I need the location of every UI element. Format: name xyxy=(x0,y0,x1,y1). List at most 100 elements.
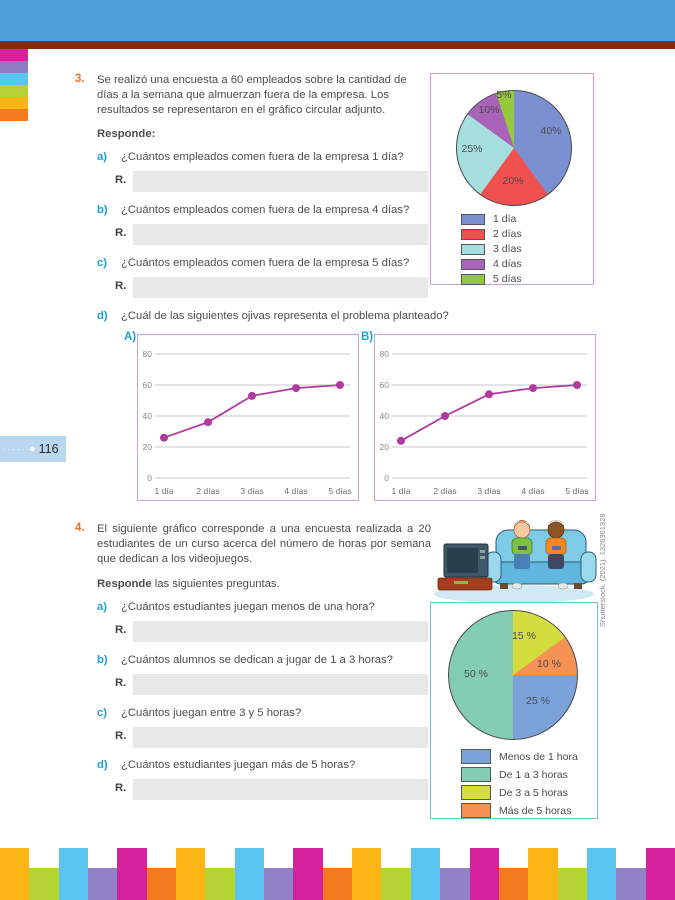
footer-block xyxy=(586,848,617,900)
footer-block xyxy=(352,848,382,900)
footer-block xyxy=(528,848,558,900)
data-point xyxy=(160,433,168,442)
ex3-qc-r-label: R. xyxy=(115,280,127,292)
ex4-qc-answer-box[interactable] xyxy=(133,727,428,748)
couch-leg xyxy=(500,583,508,589)
ex4-qc-text: ¿Cuántos juegan entre 3 y 5 horas? xyxy=(121,707,302,719)
x-tick-label: 4 días xyxy=(521,486,544,496)
x-tick-label: 5 días xyxy=(565,486,588,496)
legend-swatch-3-5h xyxy=(461,785,491,800)
ex3-qb-text: ¿Cuántos empleados comen fuera de la emp… xyxy=(121,204,410,216)
ex4-qd-answer-box[interactable] xyxy=(133,779,428,800)
player1-head xyxy=(513,521,531,539)
footer-block xyxy=(469,848,499,900)
ex3-qa-answer-box[interactable] xyxy=(133,171,428,192)
legend-item: 1 día xyxy=(461,213,522,225)
footer-block xyxy=(117,848,147,900)
legend-swatch-5-dias xyxy=(461,273,485,285)
footer-block xyxy=(616,868,646,900)
data-point xyxy=(441,412,449,420)
player1-controller xyxy=(518,546,527,550)
ogive-chart-a: 0 20 40 60 80 1 día 2 días 3 días 4 días 5 días xyxy=(143,349,352,496)
y-tick-label: 0 xyxy=(147,473,152,483)
legend-label: 4 días xyxy=(493,258,522,270)
pie-chart-dias-box: 40% 20% 25% 10% 5% 1 día 2 días 3 días 4… xyxy=(430,73,594,285)
exercise3-responde-label: Responde: xyxy=(97,128,156,140)
ex4-qc-letter: c) xyxy=(97,707,108,719)
ex3-qb-answer-box[interactable] xyxy=(133,224,428,245)
pie-horas-label-15: 15 % xyxy=(512,630,536,642)
legend-swatch-mas-5h xyxy=(461,803,491,818)
ex4-qd-letter: d) xyxy=(97,759,108,771)
y-tick-label: 80 xyxy=(143,349,153,359)
y-tick-label: 20 xyxy=(143,442,153,452)
side-tab-1 xyxy=(0,61,28,73)
pie-dias-label-25: 25% xyxy=(461,143,483,155)
x-tick-label: 5 días xyxy=(328,486,351,496)
x-tick-label: 2 días xyxy=(196,486,219,496)
legend-swatch-2-dias xyxy=(461,228,485,240)
y-tick-label: 40 xyxy=(380,411,390,421)
badge-bullet: ● xyxy=(29,443,36,455)
top-banner xyxy=(0,0,675,41)
legend-label: Más de 5 horas xyxy=(499,804,572,817)
x-tick-label: 4 días xyxy=(284,486,307,496)
ex4-qa-r-label: R. xyxy=(115,624,127,636)
ex3-qd-letter: d) xyxy=(97,310,108,322)
page-number: 116 xyxy=(38,442,59,456)
data-point xyxy=(204,418,212,427)
data-point xyxy=(573,381,581,389)
y-tick-label: 0 xyxy=(384,473,389,483)
pie-chart-dias xyxy=(456,90,572,206)
player2-controller xyxy=(552,546,561,550)
legend-item: Menos de 1 hora xyxy=(461,749,578,764)
ex4-qc-r-label: R. xyxy=(115,730,127,742)
footer-block xyxy=(58,848,89,900)
legend-swatch-1-dia xyxy=(461,213,485,225)
pie-dias-label-20: 20% xyxy=(502,175,524,187)
footer-block xyxy=(264,868,294,900)
footer-block xyxy=(440,868,470,900)
legend-label: 5 días xyxy=(493,273,522,285)
ex3-qa-r-label: R. xyxy=(115,174,127,186)
ex4-qb-letter: b) xyxy=(97,654,108,666)
ex4-qb-answer-box[interactable] xyxy=(133,674,428,695)
footer-block xyxy=(0,848,30,900)
exercise4-responde-line: Responde las siguientes preguntas. xyxy=(97,578,280,590)
tv-button xyxy=(480,556,485,559)
ex3-qc-answer-box[interactable] xyxy=(133,277,428,298)
pie-horas-label-10: 10 % xyxy=(537,658,561,670)
couch-leg xyxy=(574,583,582,589)
pie-horas-label-50: 50 % xyxy=(464,668,488,680)
x-tick-label: 1 día xyxy=(155,486,174,496)
footer-block xyxy=(88,868,118,900)
legend-swatch-menos-1h xyxy=(461,749,491,764)
data-point xyxy=(248,391,256,400)
legend-label: Menos de 1 hora xyxy=(499,750,578,763)
ogive-a-box: 0 20 40 60 80 1 día 2 días 3 días 4 días 5 días xyxy=(137,334,359,501)
ex4-qd-r-label: R. xyxy=(115,782,127,794)
ex4-qb-text: ¿Cuántos alumnos se dedican a jugar de 1… xyxy=(121,654,393,666)
player1-jeans xyxy=(514,554,530,569)
legend-item: De 1 a 3 horas xyxy=(461,767,578,782)
top-banner-accent xyxy=(0,41,675,49)
footer-block xyxy=(293,848,323,900)
ex3-qb-r-label: R. xyxy=(115,227,127,239)
y-tick-label: 60 xyxy=(380,380,390,390)
side-tab-4 xyxy=(0,97,28,109)
legend-label: 2 días xyxy=(493,228,522,240)
legend-item: De 3 a 5 horas xyxy=(461,785,578,800)
ogive-b-box: 0 20 40 60 80 1 día 2 días 3 días 4 días 5 días xyxy=(374,334,596,501)
ex3-qa-letter: a) xyxy=(97,151,108,163)
ogive-b-label: B) xyxy=(361,331,374,343)
legend-swatch-4-dias xyxy=(461,258,485,270)
x-tick-label: 3 días xyxy=(240,486,263,496)
footer-block xyxy=(322,868,353,900)
data-point xyxy=(485,390,493,399)
footer-block xyxy=(498,868,529,900)
footer-block xyxy=(557,868,587,900)
tv-button xyxy=(480,550,485,553)
exercise4-number: 4. xyxy=(75,522,85,534)
ex4-qa-answer-box[interactable] xyxy=(133,621,428,642)
